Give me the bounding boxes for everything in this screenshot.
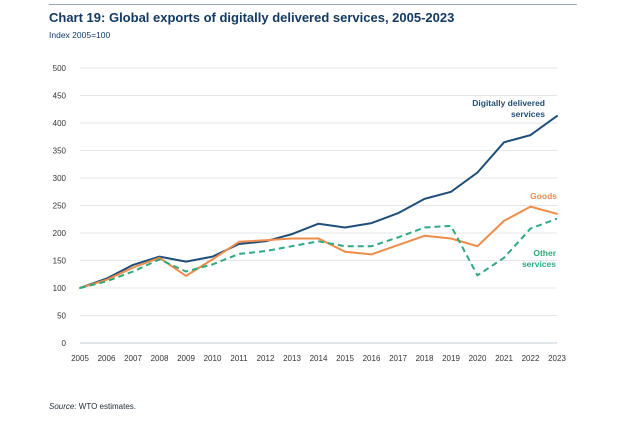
chart-title: Chart 19: Global exports of digitally de…	[49, 10, 455, 25]
series-label-goods: Goods	[530, 191, 557, 201]
x-tick-label: 2017	[389, 354, 407, 363]
chart-subtitle: Index 2005=100	[49, 30, 111, 40]
series-label-digitally-delivered-services: Digitally delivered services	[472, 98, 545, 119]
y-tick-label: 100	[53, 284, 67, 293]
source-label: Source:	[49, 402, 77, 411]
gridlines	[80, 67, 557, 344]
series-lines	[79, 114, 558, 289]
y-tick-label: 300	[53, 174, 67, 183]
y-tick-label: 150	[53, 257, 67, 266]
source-text: WTO estimates.	[76, 402, 136, 411]
y-tick-label: 0	[62, 339, 67, 348]
series-label-other-services: Other services	[522, 248, 557, 269]
x-tick-label: 2014	[310, 354, 328, 363]
series-label-line: Goods	[530, 191, 557, 201]
x-tick-label: 2012	[257, 354, 275, 363]
x-tick-label: 2006	[98, 354, 116, 363]
x-tick-label: 2008	[151, 354, 169, 363]
x-tick-label: 2016	[363, 354, 381, 363]
y-tick-label: 350	[53, 147, 67, 156]
series-label-line: Other	[533, 248, 556, 258]
y-tick-label: 450	[53, 92, 67, 101]
series-label-line: services	[511, 109, 545, 119]
y-tick-label: 400	[53, 119, 67, 128]
y-tick-label: 50	[57, 312, 66, 321]
series-label-line: services	[522, 259, 556, 269]
x-tick-label: 2015	[336, 354, 354, 363]
top-rule	[49, 4, 577, 5]
x-axis-ticks: 2005 2006 2007 2008 2009 2010 2011 2012 2013 2014…	[71, 354, 566, 363]
series-line-other-services	[79, 217, 558, 289]
x-tick-label: 2010	[204, 354, 222, 363]
x-tick-label: 2005	[71, 354, 89, 363]
series-line-goods	[79, 205, 558, 289]
x-tick-label: 2007	[124, 354, 142, 363]
x-tick-label: 2022	[522, 354, 540, 363]
series-label-line: Digitally delivered	[472, 98, 545, 108]
x-tick-label: 2009	[177, 354, 195, 363]
x-tick-label: 2021	[495, 354, 513, 363]
y-axis-ticks: 0 50 100 150 200 250 300 350 400 450 500	[53, 64, 67, 348]
y-tick-label: 200	[53, 229, 67, 238]
x-tick-label: 2018	[416, 354, 434, 363]
x-tick-label: 2011	[230, 354, 248, 363]
x-tick-label: 2013	[283, 354, 301, 363]
source-note: Source: WTO estimates.	[49, 402, 136, 411]
y-tick-label: 250	[53, 202, 67, 211]
x-tick-label: 2023	[548, 354, 566, 363]
x-tick-label: 2020	[469, 354, 487, 363]
y-tick-label: 500	[53, 64, 67, 73]
series-line-digitally-delivered-services	[79, 114, 558, 289]
x-tick-label: 2019	[442, 354, 460, 363]
